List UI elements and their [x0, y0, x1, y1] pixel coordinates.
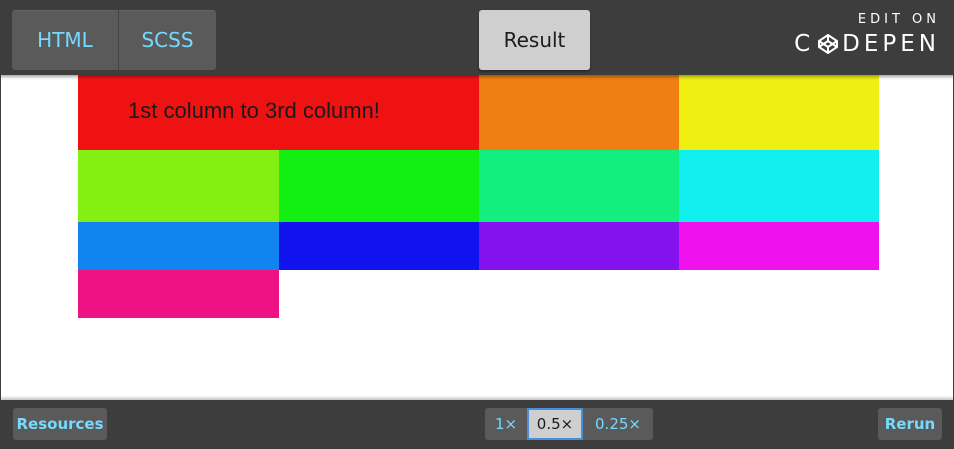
- grid-cell-mint: [479, 150, 679, 222]
- rerun-button[interactable]: Rerun: [878, 408, 942, 440]
- tab-scss[interactable]: SCSS: [119, 10, 216, 70]
- codepen-cube-icon: [818, 34, 839, 54]
- grid-cell-yellow: [679, 75, 879, 150]
- editor-header: HTML SCSS Result EDIT ON C DEPEN: [0, 0, 954, 75]
- grid-cell-lime: [78, 150, 279, 222]
- editor-footer: Resources 1× 0.5× 0.25× Rerun: [0, 400, 954, 449]
- grid-cell-red: 1st column to 3rd column!: [78, 75, 479, 150]
- edit-on-codepen-link[interactable]: EDIT ON C DEPEN: [794, 12, 940, 57]
- grid-cell-text: 1st column to 3rd column!: [128, 98, 380, 123]
- zoom-0.25x-button[interactable]: 0.25×: [583, 408, 653, 440]
- tab-result[interactable]: Result: [479, 10, 590, 70]
- zoom-group: 1× 0.5× 0.25×: [485, 408, 653, 440]
- grid-cell-orange: [479, 75, 679, 150]
- codepen-logo-left: C: [794, 31, 815, 57]
- grid-cell-blue: [78, 222, 279, 270]
- grid-cell-green: [279, 150, 479, 222]
- zoom-0.5x-button[interactable]: 0.5×: [527, 408, 583, 440]
- codepen-logo: C DEPEN: [794, 31, 940, 57]
- tab-html[interactable]: HTML: [12, 10, 119, 70]
- tab-group: HTML SCSS: [12, 10, 216, 70]
- edit-on-label: EDIT ON: [857, 12, 940, 27]
- grid-cell-pink: [78, 270, 279, 318]
- resources-button[interactable]: Resources: [13, 408, 107, 440]
- zoom-1x-button[interactable]: 1×: [485, 408, 527, 440]
- grid-cell-cyan: [679, 150, 879, 222]
- codepen-logo-right: DEPEN: [842, 31, 940, 57]
- grid-cell-navy: [279, 222, 479, 270]
- grid-cell-violet: [479, 222, 679, 270]
- grid-cell-magenta: [679, 222, 879, 270]
